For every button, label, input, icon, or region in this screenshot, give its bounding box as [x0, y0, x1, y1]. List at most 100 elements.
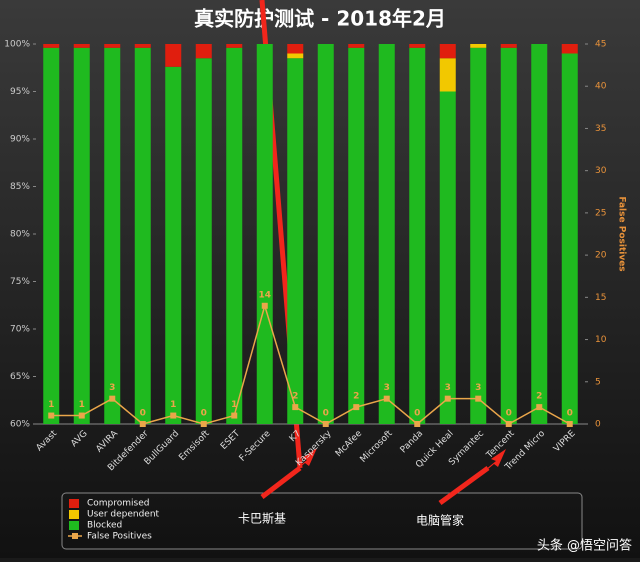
point: [231, 412, 238, 419]
bar-segment: [104, 47, 121, 425]
data-label: 0: [506, 409, 512, 419]
point: [48, 412, 55, 419]
bar-segment: [104, 44, 121, 48]
annotation: 电脑管家: [416, 513, 464, 528]
bar-segment: [287, 53, 304, 59]
y2-tick-label: 30: [595, 166, 607, 176]
point: [505, 421, 512, 427]
legend-label: Compromised: [87, 499, 150, 509]
data-label: 14: [258, 290, 271, 300]
point: [109, 395, 116, 402]
data-label: 0: [201, 409, 207, 419]
y-tick-label: 60%: [10, 420, 30, 430]
point: [170, 412, 177, 419]
bar-segment: [348, 44, 365, 48]
y-tick-label: 95%: [10, 87, 30, 97]
legend-label: False Positives: [87, 532, 152, 542]
bar-segment: [195, 44, 212, 59]
point: [475, 395, 482, 402]
bar-segment: [226, 47, 243, 425]
bar-segment: [561, 44, 578, 54]
point: [261, 302, 268, 309]
watermark: 头条 @悟空问答: [537, 538, 632, 554]
bar-segment: [378, 44, 395, 424]
y2-tick-label: 25: [595, 208, 606, 218]
y2-tick-label: 10: [595, 335, 607, 345]
point: [139, 421, 146, 427]
y2-tick-label: 45: [595, 40, 606, 50]
bar-segment: [134, 47, 151, 425]
data-label: 3: [445, 383, 451, 393]
data-label: 1: [48, 400, 54, 410]
y-tick-label: 70%: [10, 325, 30, 335]
point: [383, 395, 390, 402]
line: [51, 303, 571, 425]
bar-segment: [470, 47, 487, 425]
y-tick-label: 65%: [10, 372, 30, 382]
y2-tick-label: 5: [595, 377, 601, 387]
point: [444, 395, 451, 402]
point: [414, 421, 421, 427]
point: [322, 421, 329, 427]
y2-tick-label: 40: [595, 82, 607, 92]
bar-segment: [165, 44, 182, 67]
y-tick-label: 100%: [4, 40, 30, 50]
data-label: 0: [323, 409, 329, 419]
bar-segment: [531, 44, 548, 424]
bar-segment: [134, 44, 151, 48]
bar-segment: [165, 66, 182, 425]
legend-box: [61, 492, 583, 550]
annotation: 卡巴斯基: [238, 512, 286, 526]
bar-segment: [195, 58, 212, 424]
data-label: 2: [536, 392, 542, 402]
y2-tick-label: 20: [595, 251, 607, 261]
bar-segment: [317, 44, 334, 424]
bar-segment: [409, 44, 426, 48]
bar-segment: [287, 58, 304, 424]
data-label: 0: [140, 409, 146, 419]
data-label: 0: [567, 409, 573, 419]
legend-label: Blocked: [87, 521, 122, 531]
bar-segment: [43, 44, 60, 48]
y-tick-label: 80%: [10, 230, 30, 240]
data-label: 1: [231, 400, 237, 410]
chart-title: 真实防护测试 - 2018年2月: [194, 7, 446, 31]
data-label: 0: [414, 409, 420, 419]
bar-segment: [500, 44, 517, 48]
data-label: 2: [292, 392, 298, 402]
y-tick-label: 75%: [10, 277, 30, 287]
bar-segment: [470, 44, 487, 48]
bar-segment: [226, 44, 243, 48]
data-label: 3: [109, 383, 115, 393]
legend-swatch: [69, 510, 79, 519]
legend-swatch: [69, 521, 79, 530]
point: [200, 421, 207, 427]
y2-axis-label: False Positives: [617, 196, 627, 271]
y-tick-label: 90%: [10, 135, 30, 145]
bar-segment: [409, 47, 426, 425]
bar-segment: [500, 47, 517, 425]
bar-segment: [439, 44, 456, 59]
point: [536, 404, 543, 411]
arrow-line: [438, 465, 490, 506]
bar-segment: [439, 91, 456, 424]
data-label: 1: [170, 400, 176, 410]
bar-segment: [287, 44, 304, 54]
point: [353, 404, 360, 411]
bar-segment: [439, 58, 456, 92]
legend-swatch: [69, 499, 79, 508]
y2-tick-label: 35: [595, 124, 606, 134]
data-label: 1: [79, 400, 85, 410]
arrow-line: [260, 466, 302, 499]
bar-segment: [561, 53, 578, 424]
bar-segment: [256, 44, 273, 424]
y2-tick-label: 0: [595, 420, 601, 430]
point: [292, 404, 299, 411]
bar-segment: [43, 47, 60, 425]
data-label: 3: [475, 383, 481, 393]
bar-segment: [73, 47, 90, 425]
point: [566, 421, 573, 427]
data-label: 2: [353, 392, 359, 402]
y-tick-label: 85%: [10, 182, 30, 192]
